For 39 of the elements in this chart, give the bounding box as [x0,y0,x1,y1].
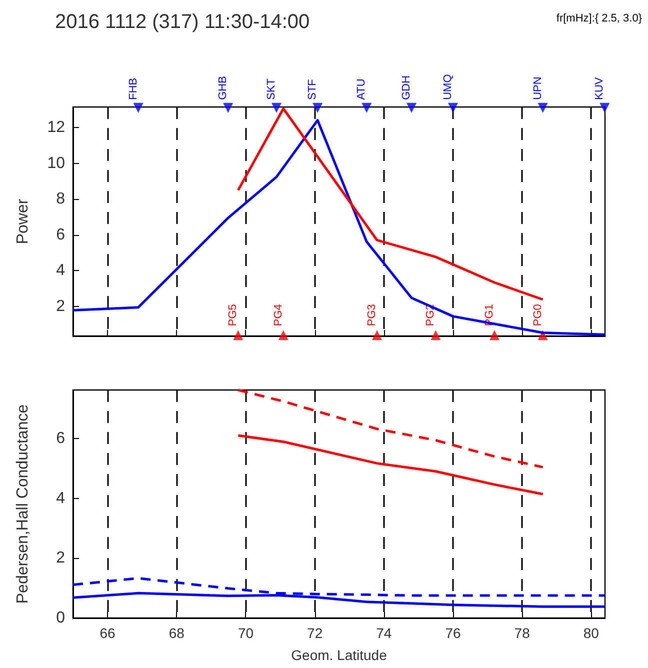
annotation: KUV [594,76,606,100]
x-tick-label: 72 [307,625,323,641]
y-tick-label: 8 [56,190,66,208]
line-series [236,434,544,496]
x-tick-label: 74 [376,625,392,641]
annotation: PG4 [272,304,284,326]
y-axis-title: Pedersen,Hall Conductance [14,404,32,604]
y-tick-label: 4 [56,490,66,507]
annotation: UPN [532,76,544,100]
annotation: GDH [400,75,413,100]
chart-subtitle: fr[mHz]:{ 2.5, 3.0} [556,12,642,24]
y-tick-label: 4 [56,262,66,280]
y-tick-label: 6 [56,430,66,447]
annotation: PG0 [532,304,544,326]
line-series [236,107,544,301]
annotation: SKT [265,78,278,100]
x-tick-label: 76 [445,625,461,641]
x-tick-label: 70 [238,625,254,641]
y-tick-label: 10 [47,154,66,172]
y-tick-label: 2 [56,550,66,567]
annotation: GHB [217,76,230,100]
x-tick-label: 68 [168,625,185,641]
x-axis-title: Geom. Latitude [291,647,388,663]
annotation: STF [306,78,319,100]
y-tick-label: 0 [56,610,66,626]
chart-title: 2016 1112 (317) 11:30-14:00 [55,11,310,33]
annotation: FHB [127,78,140,100]
annotation: PG5 [227,304,240,326]
y-tick-label: 2 [56,298,66,315]
y-axis-title: Power [14,198,32,244]
x-tick-label: 78 [514,625,530,641]
x-tick-label: 80 [583,625,600,641]
annotation: UMQ [442,74,454,100]
line-series [236,388,544,468]
annotation: PG3 [366,304,378,326]
annotation: ATU [356,78,368,100]
x-tick-label: 66 [100,625,116,641]
y-tick-label: 12 [47,119,66,136]
y-tick-label: 6 [56,226,66,244]
